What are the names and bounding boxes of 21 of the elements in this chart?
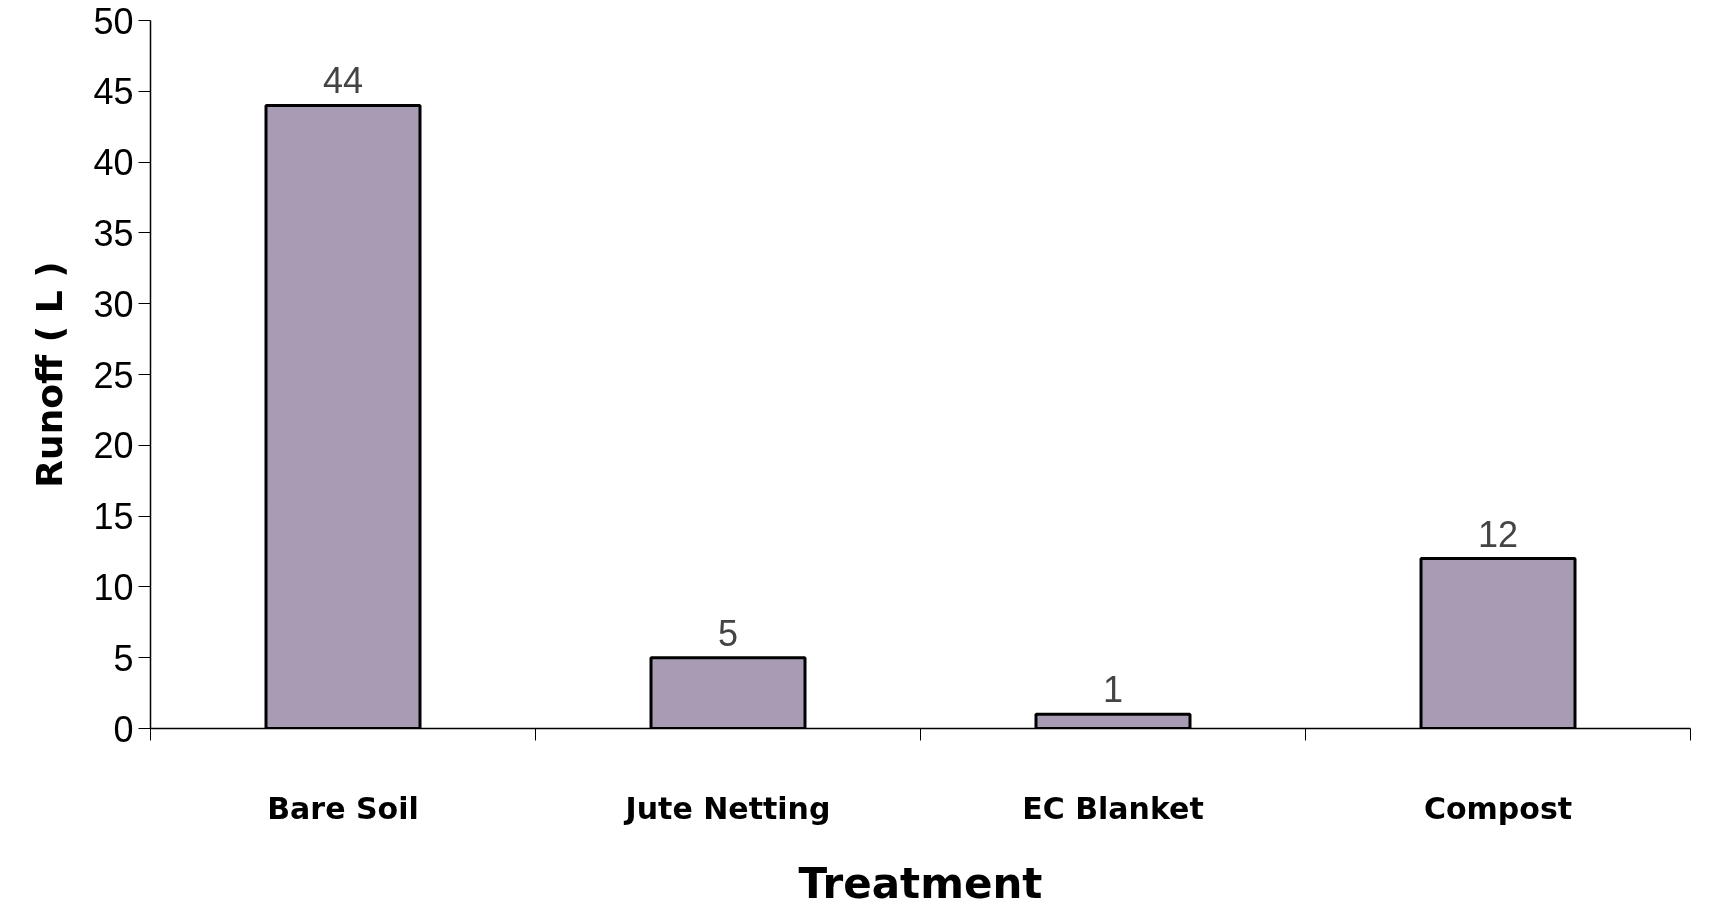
y-tick-label: 25	[93, 354, 134, 396]
data-label: 5	[717, 612, 739, 654]
x-tick-label: Jute Netting	[623, 790, 831, 826]
y-tick-label: 5	[113, 637, 134, 679]
x-tick-label: Compost	[1423, 790, 1573, 826]
y-tick-label: 0	[113, 708, 134, 750]
x-tick-label: EC Blanket	[1022, 790, 1204, 826]
y-axis-title: Runoff ( L )	[29, 261, 71, 488]
y-tick-label: 40	[93, 142, 134, 184]
y-tick-label: 15	[93, 496, 134, 538]
x-axis-title: Treatment	[798, 858, 1043, 908]
y-tick-label: 50	[93, 0, 134, 42]
data-label: 44	[322, 60, 364, 102]
y-tick-label: 45	[93, 71, 134, 113]
data-label: 12	[1477, 513, 1519, 555]
data-label: 1	[1102, 669, 1124, 711]
x-tick-label: Bare Soil	[267, 790, 419, 826]
y-tick-label: 10	[93, 566, 134, 608]
y-tick-label: 30	[93, 283, 134, 325]
y-tick-label: 35	[93, 212, 134, 254]
y-tick-label: 20	[93, 425, 134, 467]
